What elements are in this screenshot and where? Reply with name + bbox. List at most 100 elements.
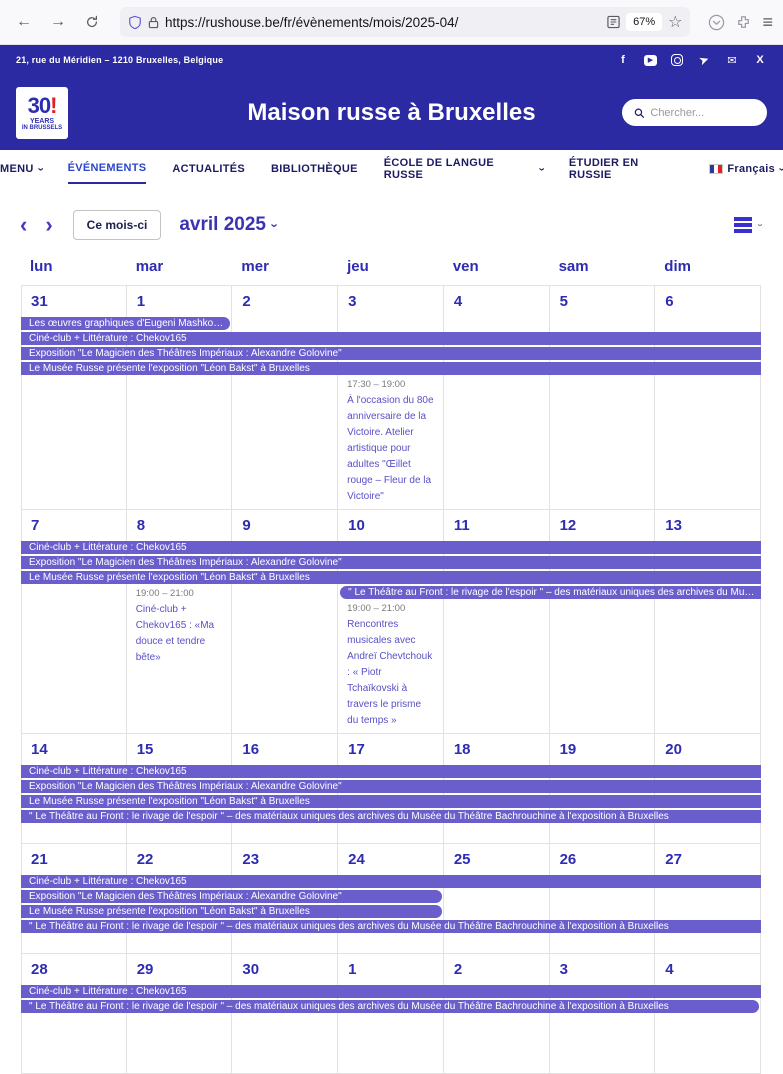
x-twitter-icon[interactable]: X [756,54,764,66]
date-number[interactable]: 4 [453,293,463,310]
instagram-icon[interactable] [671,54,683,66]
day-cell[interactable] [444,286,550,509]
day-cell[interactable] [232,510,339,733]
date-number[interactable]: 15 [136,741,154,758]
extensions-puzzle-icon[interactable] [735,14,752,31]
day-cell[interactable] [21,286,127,509]
date-number[interactable]: 31 [31,293,48,310]
event-detail[interactable]: 19:00 – 21:00 Ciné-club + Chekov165 : «Ma… [127,586,233,733]
date-number[interactable]: 11 [453,517,470,534]
day-cell[interactable] [550,844,656,953]
event-bar[interactable]: Ciné-club + Littérature : Chekov165 [21,985,761,998]
nav-item-menu[interactable]: MENU › [0,153,46,183]
event-bar[interactable]: Le Musée Russe présente l'exposition "Lé… [21,795,761,808]
date-number[interactable]: 14 [31,741,48,758]
reload-button[interactable] [78,8,106,36]
date-number[interactable]: 9 [242,517,251,534]
date-number[interactable]: 30 [242,961,260,978]
forward-button[interactable]: → [50,13,66,30]
url-bar[interactable]: https://rushouse.be/fr/évènements/mois/2… [120,7,691,37]
event-bar[interactable]: " Le Théâtre au Front : le rivage de l'e… [21,920,761,933]
day-cell[interactable] [338,844,444,953]
search-input[interactable] [650,106,755,119]
day-cell[interactable] [550,286,656,509]
view-switcher[interactable]: › [733,217,765,233]
event-bar[interactable]: " Le Théâtre au Front : le rivage de l'e… [21,810,761,823]
date-number[interactable]: 2 [242,293,251,310]
date-number[interactable]: 16 [242,741,260,758]
date-number[interactable]: 10 [348,517,365,534]
day-cell[interactable] [232,286,339,509]
email-icon[interactable]: ✉ [727,54,737,67]
date-number[interactable]: 24 [348,851,365,868]
event-bar[interactable]: Le Musée Russe présente l'exposition "Lé… [21,905,442,918]
day-cell[interactable] [655,844,761,953]
nav-item--v-nements[interactable]: ÉVÉNEMENTS [67,152,147,184]
nav-item--cole-de-langue-russe[interactable]: ÉCOLE DE LANGUE RUSSE › [384,147,548,189]
menu-hamburger-icon[interactable]: ≡ [762,11,773,32]
zoom-level-badge[interactable]: 67% [626,13,663,31]
date-number[interactable]: 8 [136,517,146,534]
bookmark-star-icon[interactable]: ☆ [668,14,683,31]
date-number[interactable]: 27 [665,851,682,868]
date-number[interactable]: 29 [136,961,154,978]
event-bar[interactable]: Ciné-club + Littérature : Chekov165 [21,332,761,345]
date-number[interactable]: 6 [665,293,674,310]
back-button[interactable]: ← [16,13,32,30]
month-title-dropdown[interactable]: avril 2025 › [179,214,282,236]
prev-month-button[interactable]: ‹ [20,212,28,237]
today-button[interactable]: Ce mois-ci [72,210,162,240]
date-number[interactable]: 4 [665,961,674,978]
day-cell[interactable] [127,510,233,733]
date-number[interactable]: 5 [559,293,568,310]
event-bar[interactable]: Ciné-club + Littérature : Chekov165 [21,541,761,554]
search-box[interactable] [622,99,767,126]
event-bar[interactable]: Le Musée Russe présente l'exposition "Lé… [21,362,761,375]
date-number[interactable]: 3 [348,293,357,310]
event-bar[interactable]: " Le Théâtre au Front : le rivage de l'e… [21,1000,759,1013]
day-cell[interactable] [338,510,444,733]
date-number[interactable]: 21 [31,851,48,868]
event-detail[interactable]: 19:00 – 21:00 Rencontres musicales avec A… [338,601,444,733]
event-bar[interactable]: " Le Théâtre au Front : le rivage de l'e… [340,586,761,599]
event-bar[interactable]: Les œuvres graphiques d'Eugeni Mashkowsk… [21,317,231,330]
date-number[interactable]: 28 [31,961,48,978]
date-number[interactable]: 19 [559,741,577,758]
date-number[interactable]: 23 [242,851,260,868]
site-logo[interactable]: 30! YEARS IN BRUSSELS [16,86,68,139]
date-number[interactable]: 17 [348,741,365,758]
nav-item--tudier-en-russie[interactable]: ÉTUDIER EN RUSSIE [569,147,683,189]
date-number[interactable]: 18 [453,741,471,758]
date-number[interactable]: 12 [559,517,577,534]
date-number[interactable]: 2 [453,961,463,978]
day-cell[interactable] [550,510,656,733]
day-cell[interactable] [444,844,550,953]
date-number[interactable]: 26 [559,851,577,868]
date-number[interactable]: 3 [559,961,568,978]
facebook-icon[interactable]: f [621,54,625,66]
date-number[interactable]: 7 [31,517,40,534]
youtube-icon[interactable]: ▶ [644,54,657,66]
next-month-button[interactable]: › [45,212,53,237]
day-cell[interactable] [444,510,550,733]
url-text[interactable]: https://rushouse.be/fr/évènements/mois/2… [165,14,459,30]
reader-mode-icon[interactable] [607,15,620,29]
event-bar[interactable]: Exposition "Le Magicien des Théâtres Imp… [21,890,442,903]
event-bar[interactable]: Exposition "Le Magicien des Théâtres Imp… [21,556,761,569]
pocket-icon[interactable] [708,14,725,31]
telegram-icon[interactable]: ➤ [696,51,712,69]
day-cell[interactable] [655,510,761,733]
event-bar[interactable]: Ciné-club + Littérature : Chekov165 [21,765,761,778]
event-bar[interactable]: Ciné-club + Littérature : Chekov165 [21,875,761,888]
date-number[interactable]: 1 [136,293,146,310]
date-number[interactable]: 13 [665,517,682,534]
day-cell[interactable] [21,510,127,733]
date-number[interactable]: 1 [348,961,357,978]
event-bar[interactable]: Le Musée Russe présente l'exposition "Lé… [21,571,761,584]
day-cell[interactable] [127,286,233,509]
nav-item-biblioth-que[interactable]: BIBLIOTHÈQUE [271,153,358,183]
date-number[interactable]: 25 [453,851,471,868]
nav-item-actualit-s[interactable]: ACTUALITÉS [172,153,245,183]
date-number[interactable]: 20 [665,741,682,758]
day-cell[interactable] [655,286,761,509]
